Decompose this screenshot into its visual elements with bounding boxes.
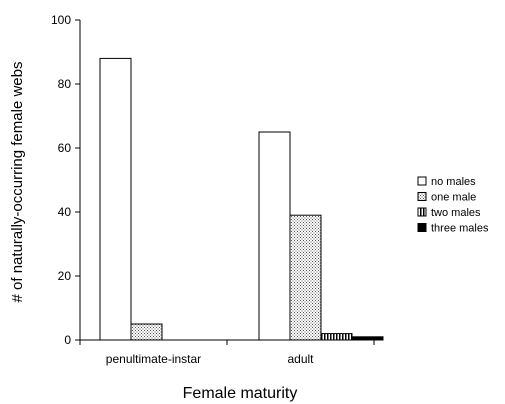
y-tick-label: 60: [58, 141, 72, 155]
plot-area: 0 20 40 60 80 100 penultimate-instar adult: [51, 13, 384, 366]
y-axis-title: # of naturally-occurring female webs: [9, 62, 26, 303]
legend-swatch: [417, 192, 427, 201]
y-tick-label: 20: [58, 269, 72, 283]
legend-item: two males: [417, 207, 481, 219]
bar: [351, 336, 384, 341]
category-label: penultimate-instar: [106, 352, 201, 366]
y-tick-label: 100: [51, 13, 71, 27]
category-label: adult: [287, 352, 314, 366]
y-tick-label: 0: [64, 333, 71, 347]
x-axis-title: Female maturity: [183, 385, 298, 402]
legend-swatch: [417, 207, 427, 217]
bar: [320, 333, 353, 341]
bar: [289, 214, 322, 341]
legend: no males one male two males three males: [417, 176, 489, 235]
legend-label: no males: [431, 176, 476, 188]
legend-item: three males: [417, 223, 489, 235]
legend-label: three males: [431, 223, 489, 235]
y-tick-label: 80: [58, 77, 72, 91]
bar: [258, 131, 291, 341]
legend-item: one male: [417, 192, 476, 204]
legend-swatch: [417, 223, 427, 232]
bar: [99, 57, 132, 341]
y-tick-label: 40: [58, 205, 72, 219]
legend-label: one male: [431, 192, 476, 204]
legend-item: no males: [417, 176, 476, 188]
bar: [130, 323, 163, 341]
legend-label: two males: [431, 207, 481, 219]
legend-swatch: [417, 176, 427, 186]
